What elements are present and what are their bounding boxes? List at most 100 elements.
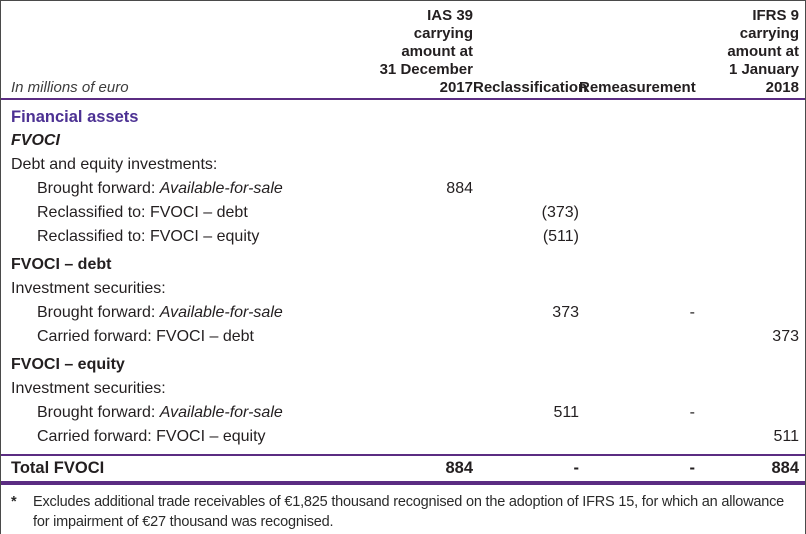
row-label-prefix: Brought forward:	[37, 304, 160, 321]
cell-ias39	[373, 277, 473, 301]
row-label: FVOCI – debt	[11, 256, 112, 273]
row-label: FVOCI – equity	[11, 356, 125, 373]
cell-ifrs9: 511	[773, 428, 799, 445]
cell-remeasurement	[579, 377, 695, 401]
cell-remeasurement: -	[689, 304, 695, 321]
row-label: Debt and equity investments:	[11, 156, 218, 173]
cell-reclassification: (373)	[541, 204, 579, 221]
row-label-prefix: Brought forward:	[37, 180, 160, 197]
row-label-italic: Available-for-sale	[159, 180, 283, 197]
cell-ifrs9	[695, 225, 799, 249]
cell-reclassification: -	[573, 459, 580, 477]
cell-ifrs9: 373	[772, 328, 799, 345]
table-row-carried-forward-fvoci-equity: Carried forward: FVOCI – equity 511	[1, 425, 805, 449]
cell-reclassification	[473, 277, 579, 301]
cell-ias39	[373, 325, 473, 349]
table-row-total-fvoci: Total FVOCI 884 - - 884	[1, 456, 805, 481]
table-body: Financial assets FVOCI Debt and equity i…	[1, 105, 805, 449]
cell-remeasurement	[579, 153, 695, 177]
row-label: Investment securities:	[11, 280, 166, 297]
cell-ias39	[373, 425, 473, 449]
cell-ifrs9	[695, 129, 799, 153]
cell-remeasurement: -	[689, 404, 695, 421]
column-header-remeasurement: Remeasurement	[579, 79, 696, 96]
cell-remeasurement	[579, 201, 695, 225]
cell-ias39	[373, 253, 473, 277]
cell-remeasurement	[579, 425, 695, 449]
table-bottom-rule	[1, 481, 805, 485]
cell-ifrs9	[695, 177, 799, 201]
cell-ifrs9	[695, 201, 799, 225]
cell-reclassification	[473, 129, 579, 153]
cell-reclassification: 511	[553, 404, 579, 421]
cell-ias39	[373, 377, 473, 401]
cell-ias39	[373, 225, 473, 249]
row-label: Brought forward: Available-for-sale	[11, 301, 373, 325]
table-row-carried-forward-fvoci-debt: Carried forward: FVOCI – debt 373	[1, 325, 805, 349]
cell-ifrs9	[695, 253, 799, 277]
row-label: Brought forward: Available-for-sale	[11, 177, 373, 201]
unit-caption: In millions of euro	[11, 79, 129, 96]
table-header-row: In millions of euro IAS 39 carrying amou…	[1, 1, 805, 100]
cell-ias39	[373, 401, 473, 425]
cell-ifrs9	[695, 277, 799, 301]
cell-reclassification	[473, 177, 579, 201]
cell-remeasurement	[579, 353, 695, 377]
cell-reclassification: (511)	[542, 228, 579, 245]
table-row-fvoci-debt-heading: FVOCI – debt	[1, 249, 805, 277]
row-label-italic: Available-for-sale	[159, 404, 283, 421]
cell-ifrs9	[695, 353, 799, 377]
table-row-debt-equity-investments: Debt and equity investments:	[1, 153, 805, 177]
footnote: * Excludes additional trade receivables …	[1, 485, 805, 532]
cell-ias39	[373, 201, 473, 225]
cell-ifrs9	[695, 401, 799, 425]
row-label: Financial assets	[11, 108, 139, 126]
total-label: Total FVOCI	[11, 459, 105, 477]
cell-ifrs9	[695, 153, 799, 177]
cell-ias39	[373, 353, 473, 377]
cell-remeasurement	[579, 105, 695, 129]
table-row-fvoci-equity-heading: FVOCI – equity	[1, 349, 805, 377]
cell-remeasurement: -	[689, 459, 696, 477]
table-row-investment-securities-2: Investment securities:	[1, 377, 805, 401]
cell-remeasurement	[579, 253, 695, 277]
footnote-marker: *	[11, 494, 17, 510]
cell-reclassification: 373	[552, 304, 579, 321]
row-label: Reclassified to: FVOCI – debt	[37, 204, 248, 221]
cell-ias39	[373, 129, 473, 153]
cell-reclassification	[473, 353, 579, 377]
total-top-rule	[1, 454, 805, 456]
row-label: Carried forward: FVOCI – equity	[37, 428, 266, 445]
table-row-brought-forward-afs-2: Brought forward: Available-for-sale 373 …	[1, 301, 805, 325]
cell-reclassification	[473, 425, 579, 449]
row-label-prefix: Brought forward:	[37, 404, 160, 421]
cell-reclassification	[473, 105, 579, 129]
table-row-reclassified-fvoci-debt: Reclassified to: FVOCI – debt (373)	[1, 201, 805, 225]
table-row-brought-forward-afs-1: Brought forward: Available-for-sale 884	[1, 177, 805, 201]
row-label: Brought forward: Available-for-sale	[11, 401, 373, 425]
cell-ifrs9	[695, 105, 799, 129]
cell-remeasurement	[579, 277, 695, 301]
row-label-italic: Available-for-sale	[159, 304, 283, 321]
cell-ias39: 884	[445, 459, 473, 477]
cell-remeasurement	[579, 129, 695, 153]
table-row-investment-securities-1: Investment securities:	[1, 277, 805, 301]
footnote-text: Excludes additional trade receivables of…	[33, 494, 785, 530]
cell-reclassification	[473, 253, 579, 277]
table-row-financial-assets: Financial assets	[1, 105, 805, 129]
cell-remeasurement	[579, 325, 695, 349]
table-row-fvoci: FVOCI	[1, 129, 805, 153]
cell-remeasurement	[579, 177, 695, 201]
cell-ifrs9: 884	[771, 459, 799, 477]
cell-reclassification	[473, 153, 579, 177]
cell-ifrs9	[695, 377, 799, 401]
cell-ias39	[373, 153, 473, 177]
table-row-reclassified-fvoci-equity: Reclassified to: FVOCI – equity (511)	[1, 225, 805, 249]
cell-ias39	[373, 105, 473, 129]
cell-ifrs9	[695, 301, 799, 325]
row-label: Reclassified to: FVOCI – equity	[37, 228, 260, 245]
column-header-ias39: IAS 39 carrying amount at 31 December 20…	[379, 7, 473, 96]
row-label: FVOCI	[11, 132, 60, 149]
cell-ias39	[373, 301, 473, 325]
